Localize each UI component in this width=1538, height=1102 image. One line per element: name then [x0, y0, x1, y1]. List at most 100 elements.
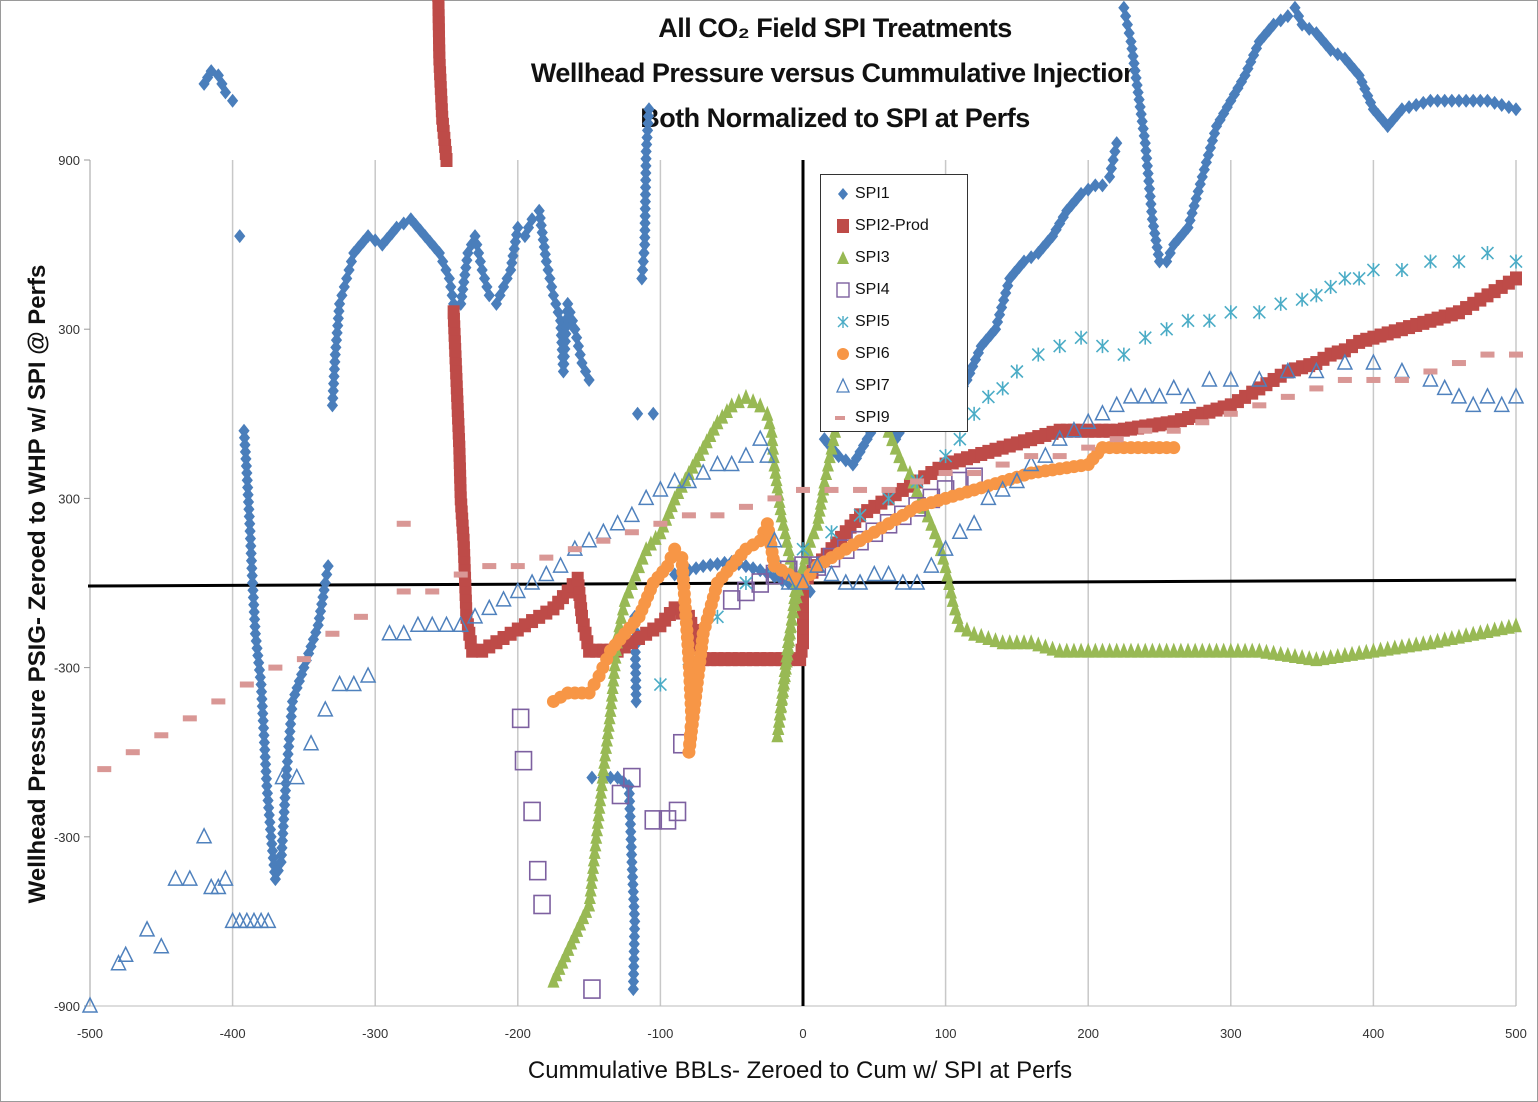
spi5-point [953, 432, 967, 447]
spi1-point [623, 786, 635, 801]
spi1-point [1196, 169, 1208, 184]
spi1-point [627, 974, 640, 989]
spi1-point [264, 822, 277, 837]
spi3-point [629, 566, 642, 582]
spi7-point [202, 877, 220, 895]
spi3-point [604, 701, 617, 717]
spi9-point [938, 470, 953, 477]
spi1-point [559, 334, 571, 349]
spi7-point [837, 573, 854, 590]
spi1-point [472, 246, 485, 261]
spi7-point [994, 480, 1011, 497]
spi1-point [538, 240, 550, 255]
spi9-point [325, 630, 340, 637]
spi1-point [1424, 93, 1437, 108]
spi3-point [1260, 643, 1273, 659]
spi1-point [628, 967, 640, 982]
spi3-point [797, 558, 809, 574]
spi1-point [643, 102, 655, 117]
spi1-point [483, 288, 495, 303]
spi3-point [606, 679, 619, 695]
spi9-point [824, 486, 839, 493]
spi5-point [1480, 246, 1495, 261]
spi3-point [608, 663, 621, 679]
spi5-point [1010, 364, 1024, 379]
spi3-point [1281, 646, 1294, 662]
spi3-point [1510, 617, 1522, 633]
spi3-point [785, 610, 798, 626]
spi1-point [546, 279, 558, 294]
spi3-point [943, 575, 956, 590]
legend-label: SPI1 [855, 185, 890, 202]
spi1-point [508, 241, 520, 256]
spi4-point [523, 801, 541, 822]
spi5-point [1160, 322, 1174, 337]
spi7-point [1479, 387, 1496, 404]
spi9-point [1024, 453, 1039, 460]
spi1-point [640, 151, 652, 166]
spi3-point [1296, 649, 1309, 665]
x-tick-label: -100 [647, 1026, 673, 1041]
spi3-point [594, 791, 607, 807]
spi1-point [985, 327, 997, 342]
spi9-point [125, 749, 140, 756]
spi3-point [594, 783, 607, 799]
spi3-point [596, 768, 609, 784]
spi1-point [460, 260, 472, 275]
spi3-point [989, 632, 1002, 648]
spi7-point [609, 514, 626, 531]
spi1-point [583, 372, 595, 387]
spi1-point [566, 313, 579, 328]
spi1-point [352, 240, 365, 255]
spi1-point [1002, 278, 1014, 293]
spi7-point [138, 920, 156, 937]
spi1-point [234, 229, 246, 244]
spi5-point [881, 491, 896, 506]
y-tick-label: 900 [58, 153, 80, 168]
spi1-point [576, 356, 588, 371]
spi1-point [628, 892, 640, 907]
spi1-point [278, 797, 291, 812]
spi7-point [195, 827, 213, 844]
spi7-point [495, 590, 512, 607]
spi1-point [1008, 265, 1021, 280]
spi7-point [424, 615, 441, 633]
spi3-point [1288, 647, 1301, 663]
spi3-point [821, 456, 834, 472]
spi1-point [343, 262, 355, 277]
y-tick-label: 300 [58, 322, 80, 337]
spi1-point [625, 847, 638, 862]
spi1-point [637, 254, 649, 269]
spi3-point [774, 500, 787, 516]
x-tick-label: 200 [1077, 1026, 1099, 1041]
spi1-point [1050, 222, 1062, 237]
spi1-point [628, 906, 640, 921]
spi7-point [552, 556, 569, 573]
spi3-point [590, 828, 603, 844]
spi9-point [1280, 393, 1295, 400]
spi1-point [279, 790, 291, 805]
spi1-point [1208, 126, 1221, 141]
spi7-point [766, 531, 783, 548]
spi7-point [153, 937, 170, 954]
spi1-point [1359, 81, 1371, 96]
spi3-point [939, 558, 952, 574]
spi7-point [1079, 412, 1097, 430]
spi7-point [1251, 370, 1268, 387]
spi7-point [1051, 429, 1068, 446]
spi1-point [639, 216, 651, 231]
spi9-point [1423, 368, 1438, 375]
spi7-point [81, 996, 99, 1013]
spi1-point [512, 220, 524, 235]
spi3-point [725, 397, 738, 413]
spi3-point [771, 478, 784, 494]
spi3-point [769, 463, 782, 479]
spi1-point [258, 728, 270, 743]
spi1-point [505, 262, 517, 277]
spi1-point [1320, 37, 1332, 52]
spi1-point [1289, 0, 1301, 15]
spi5-point [1138, 330, 1152, 345]
legend-item: SPI9 [831, 403, 890, 433]
spi1-point [628, 959, 640, 974]
spi5-point [1181, 313, 1195, 328]
